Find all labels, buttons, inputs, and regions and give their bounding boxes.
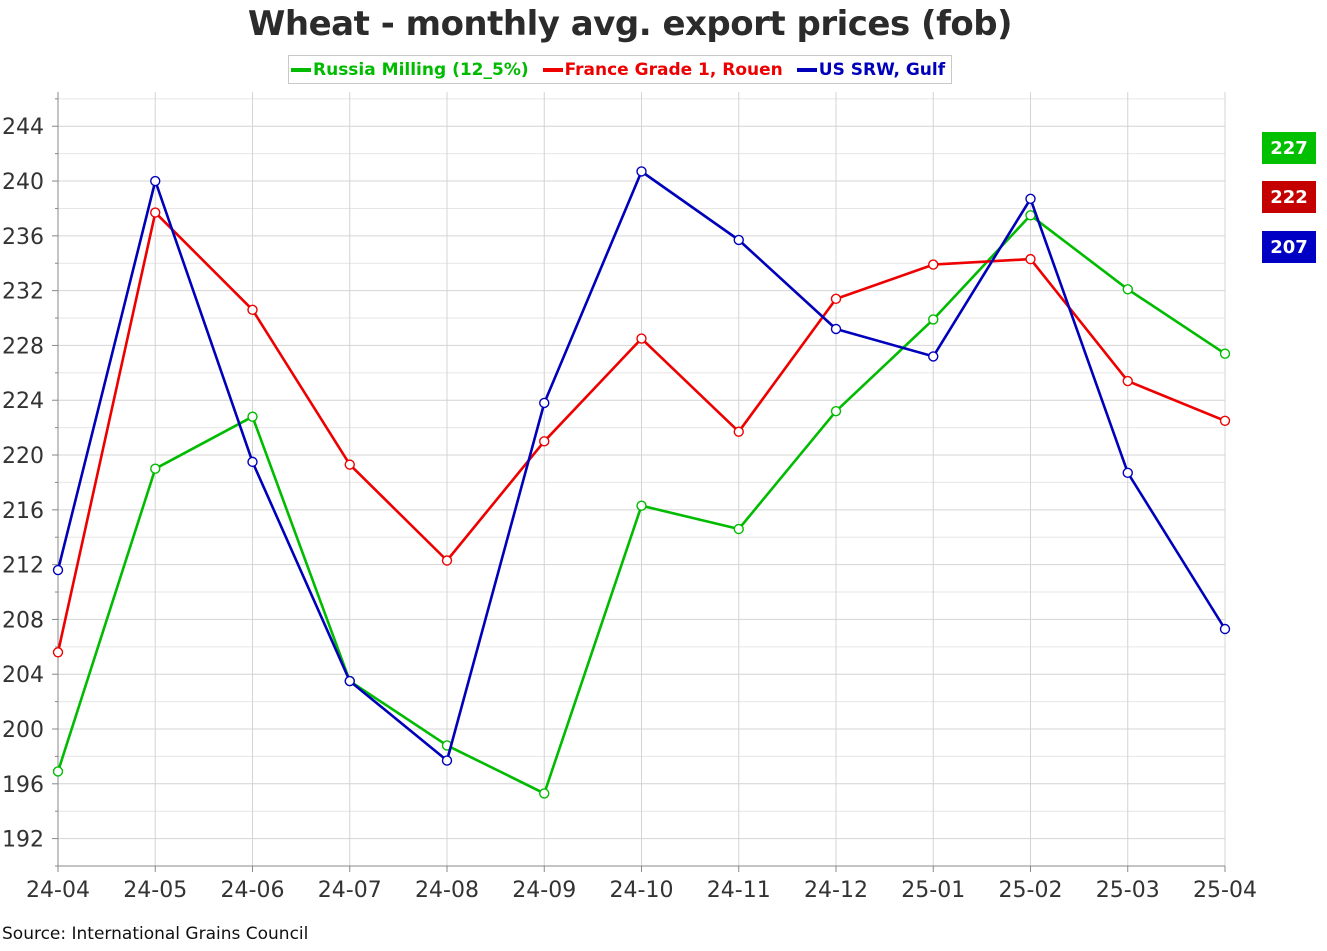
data-point[interactable] bbox=[247, 411, 258, 422]
series-lines bbox=[52, 166, 1231, 799]
last-value-badge-france: 222 bbox=[1262, 181, 1316, 213]
x-tick-label: 24-08 bbox=[415, 878, 479, 903]
data-point[interactable] bbox=[150, 207, 161, 218]
data-point[interactable] bbox=[1122, 467, 1133, 479]
legend-label-russia: Russia Milling (12_5%) bbox=[313, 59, 529, 80]
x-tick-label: 24-07 bbox=[318, 878, 382, 903]
chart-title: Wheat - monthly avg. export prices (fob) bbox=[247, 4, 1013, 44]
data-point[interactable] bbox=[636, 333, 647, 344]
y-tick-label: 240 bbox=[2, 170, 44, 195]
data-point[interactable] bbox=[733, 523, 744, 535]
y-tick-label: 228 bbox=[2, 334, 44, 359]
y-tick-label: 192 bbox=[2, 828, 44, 853]
legend-label-us: US SRW, Gulf bbox=[818, 59, 946, 80]
x-tick-label: 25-02 bbox=[999, 878, 1063, 903]
y-tick-label: 236 bbox=[2, 225, 44, 250]
y-tick-label: 212 bbox=[2, 554, 44, 579]
grid bbox=[57, 92, 1226, 867]
data-point[interactable] bbox=[830, 323, 842, 335]
data-point[interactable] bbox=[830, 293, 842, 305]
x-tick-label: 24-09 bbox=[512, 878, 576, 903]
data-point[interactable] bbox=[344, 459, 355, 470]
legend-swatch-russia bbox=[291, 67, 311, 72]
x-tick-label: 24-05 bbox=[123, 878, 187, 903]
data-point[interactable] bbox=[150, 463, 161, 474]
y-tick-label: 244 bbox=[2, 115, 44, 140]
legend-swatch-us bbox=[796, 67, 817, 72]
y-tick-label: 200 bbox=[2, 718, 44, 743]
x-tick-label: 24-06 bbox=[221, 878, 285, 903]
data-point[interactable] bbox=[1025, 193, 1036, 205]
y-tick-label: 232 bbox=[2, 280, 44, 305]
data-point[interactable] bbox=[830, 405, 842, 417]
data-point[interactable] bbox=[1219, 348, 1231, 359]
legend-swatch-france bbox=[542, 67, 563, 72]
legend-item-russia[interactable]: Russia Milling (12_5%) bbox=[291, 60, 529, 80]
x-tick-label: 25-03 bbox=[1096, 878, 1160, 903]
legend-item-france[interactable]: France Grade 1, Rouen bbox=[542, 59, 783, 80]
data-point[interactable] bbox=[1122, 375, 1133, 387]
series-2 bbox=[52, 166, 1231, 766]
series-1 bbox=[52, 207, 1231, 658]
data-point[interactable] bbox=[928, 259, 939, 270]
x-tick-label: 25-01 bbox=[901, 878, 965, 903]
y-tick-label: 196 bbox=[2, 773, 44, 798]
data-point[interactable] bbox=[1025, 210, 1036, 221]
legend-label-france: France Grade 1, Rouen bbox=[564, 59, 783, 80]
y-tick-label: 220 bbox=[2, 444, 44, 469]
x-tick-label: 25-04 bbox=[1193, 878, 1257, 903]
legend-item-us[interactable]: US SRW, Gulf bbox=[796, 59, 946, 80]
data-point[interactable] bbox=[1025, 253, 1036, 265]
y-tick-label: 216 bbox=[2, 499, 44, 524]
data-point[interactable] bbox=[928, 351, 939, 362]
x-tick-label: 24-11 bbox=[707, 878, 771, 903]
y-tick-label: 204 bbox=[2, 663, 44, 688]
series-0 bbox=[52, 210, 1231, 799]
data-point[interactable] bbox=[1219, 623, 1231, 635]
source-note: Source: International Grains Council bbox=[2, 924, 309, 944]
data-point[interactable] bbox=[247, 304, 258, 316]
data-point[interactable] bbox=[150, 175, 161, 187]
data-point[interactable] bbox=[733, 234, 744, 246]
data-point[interactable] bbox=[636, 500, 647, 511]
data-point[interactable] bbox=[441, 755, 453, 766]
x-tick-label: 24-12 bbox=[804, 878, 868, 903]
last-value-badge-us: 207 bbox=[1262, 231, 1316, 263]
data-point[interactable] bbox=[1122, 284, 1133, 295]
data-point[interactable] bbox=[539, 788, 550, 799]
last-value-badge-russia: 227 bbox=[1262, 132, 1316, 164]
legend: Russia Milling (12_5%) France Grade 1, R… bbox=[288, 55, 953, 84]
data-point[interactable] bbox=[539, 436, 550, 447]
data-point[interactable] bbox=[928, 314, 939, 325]
data-point[interactable] bbox=[52, 647, 64, 658]
data-point[interactable] bbox=[636, 166, 647, 177]
data-point[interactable] bbox=[247, 456, 258, 468]
data-point[interactable] bbox=[539, 397, 550, 409]
data-point[interactable] bbox=[52, 564, 64, 576]
axes: 192 196 200 204 208 212 216 220 224 228 232 236 240 2… bbox=[2, 92, 1257, 903]
data-point[interactable] bbox=[733, 426, 744, 437]
data-point[interactable] bbox=[52, 766, 64, 777]
data-point[interactable] bbox=[441, 555, 453, 566]
x-tick-label: 24-10 bbox=[610, 878, 674, 903]
data-point[interactable] bbox=[1219, 415, 1231, 426]
y-tick-label: 208 bbox=[2, 608, 44, 633]
y-tick-label: 224 bbox=[2, 389, 44, 414]
x-tick-label: 24-04 bbox=[26, 878, 90, 903]
data-point[interactable] bbox=[344, 675, 355, 687]
